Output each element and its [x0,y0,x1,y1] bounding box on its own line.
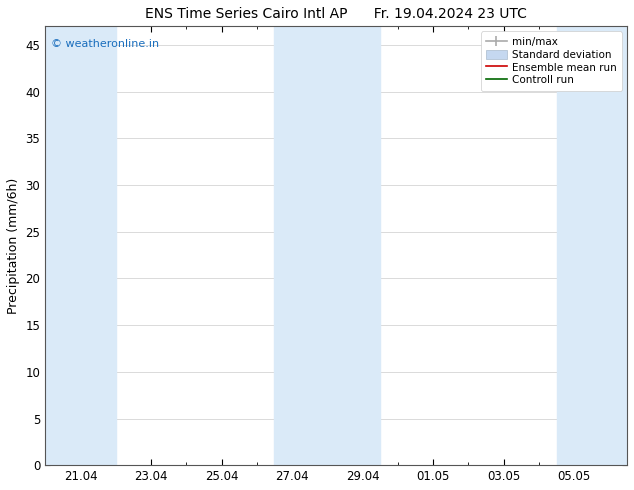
Bar [557,26,627,465]
Bar [275,26,380,465]
Title: ENS Time Series Cairo Intl AP      Fr. 19.04.2024 23 UTC: ENS Time Series Cairo Intl AP Fr. 19.04.… [145,7,527,21]
Legend: min/max, Standard deviation, Ensemble mean run, Controll run: min/max, Standard deviation, Ensemble me… [481,31,622,91]
Y-axis label: Precipitation (mm/6h): Precipitation (mm/6h) [7,177,20,314]
Text: © weatheronline.in: © weatheronline.in [51,40,159,49]
Bar [45,26,116,465]
